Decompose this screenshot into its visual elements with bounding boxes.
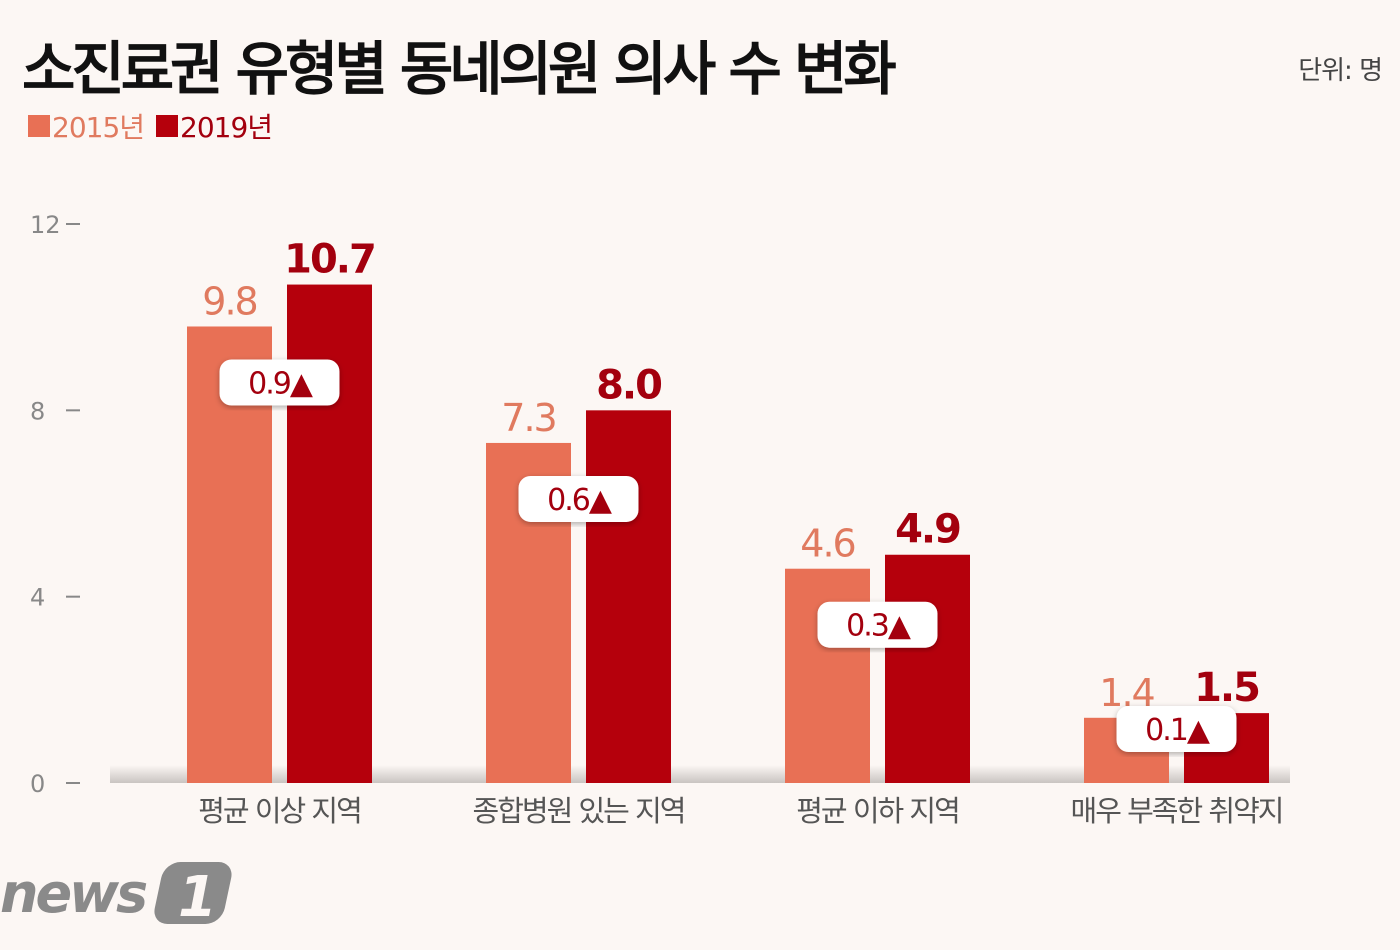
bar-2015년 (785, 568, 870, 783)
y-tick-label: 8 (30, 397, 45, 425)
legend-item-2019: 2019년 (156, 106, 273, 146)
legend-label: 2019년 (180, 111, 273, 144)
legend-swatch (28, 115, 50, 137)
bar-2019년 (586, 410, 671, 783)
change-label: 0.6▲ (547, 483, 612, 518)
data-label: 1.5 (1194, 665, 1259, 711)
legend-swatch (156, 115, 179, 137)
data-label: 7.3 (501, 396, 555, 440)
legend-item-2015: 2015년 (28, 106, 145, 146)
x-category-label: 평균 이하 지역 (796, 794, 959, 828)
change-label: 0.9▲ (248, 366, 313, 401)
unit-label: 단위: 명 (1298, 56, 1383, 86)
bar-2019년 (885, 554, 970, 783)
data-label: 4.9 (895, 507, 960, 553)
y-tick-label: 12 (30, 211, 61, 239)
svg-text:1: 1 (178, 865, 217, 930)
bar-2019년 (287, 284, 372, 783)
baseline-shadow (110, 765, 1290, 783)
news1-logo: news 1 (0, 862, 232, 930)
y-tick-label: 4 (30, 584, 45, 612)
svg-text:news: news (0, 862, 147, 925)
x-category-label: 평균 이상 지역 (198, 794, 361, 828)
change-label: 0.1▲ (1145, 713, 1210, 748)
y-tick-label: 0 (30, 770, 45, 798)
data-label: 8.0 (596, 362, 661, 408)
legend: 2015년 2019년 (28, 106, 273, 146)
change-badge (817, 601, 938, 648)
x-category-label: 매우 부족한 취약지 (1071, 794, 1283, 828)
change-label: 0.3▲ (846, 609, 911, 644)
chart-title: 소진료권 유형별 동네의원 의사 수 변화 (22, 35, 897, 103)
data-label: 10.7 (284, 237, 375, 283)
legend-label: 2015년 (52, 111, 145, 144)
data-label: 9.8 (202, 279, 256, 323)
x-category-label: 종합병원 있는 지역 (473, 794, 685, 828)
change-badge (219, 359, 340, 406)
change-badge (1116, 706, 1237, 752)
data-label: 4.6 (800, 522, 854, 566)
change-badge (518, 475, 639, 522)
